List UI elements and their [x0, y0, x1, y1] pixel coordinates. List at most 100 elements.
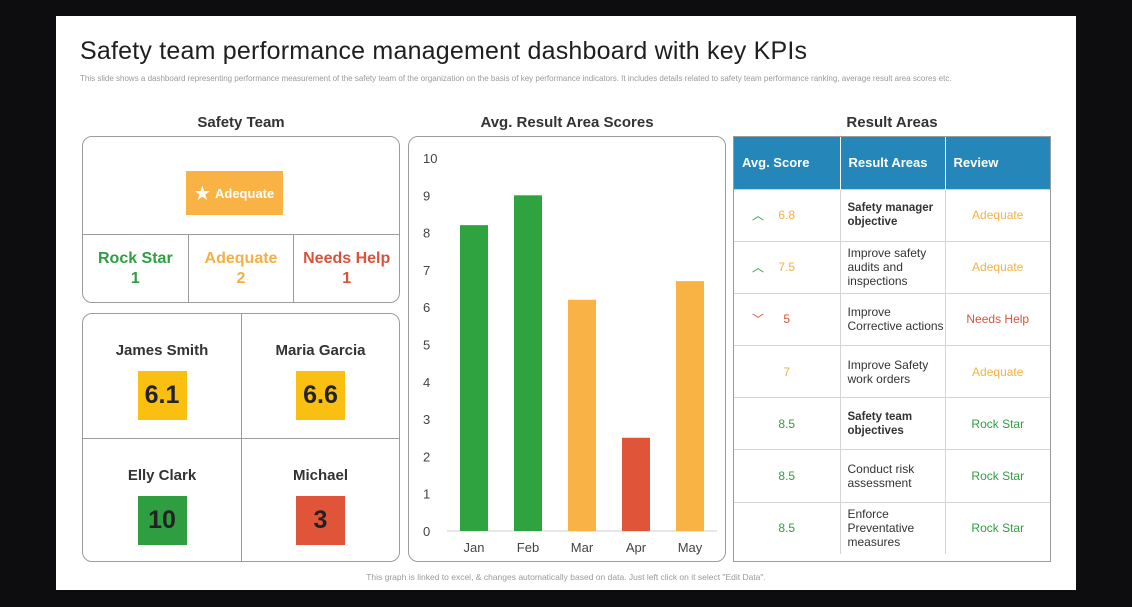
- page-subtitle: This slide shows a dashboard representin…: [80, 74, 952, 83]
- result-area-cell: Enforce Preventative measures: [839, 501, 945, 555]
- y-tick-label: 8: [423, 226, 430, 241]
- trend-up-icon: ︿: [752, 208, 765, 223]
- rating-category-label: Needs Help: [303, 250, 391, 267]
- avg-score-value: 6.8: [778, 208, 796, 223]
- avg-score-cell: 8.5: [734, 397, 840, 450]
- result-area-cell: Improve Corrective actions: [839, 292, 945, 346]
- bar-jan: [460, 225, 488, 531]
- y-tick-label: 7: [423, 263, 430, 278]
- member-name: James Smith: [115, 342, 209, 359]
- y-tick-label: 5: [423, 338, 430, 353]
- rating-category-count: 2: [236, 270, 246, 287]
- team-summary-card: ★ Adequate Rock Star 1 Adequate 2 Needs Help…: [82, 136, 400, 303]
- table-row: ︿ 6.8 Safety manager objective Adequate: [734, 188, 1050, 242]
- avg-score-cell: ︿ 6.8: [734, 188, 840, 242]
- table-row: ︿ 7.5 Improve safety audits and inspection…: [734, 240, 1050, 294]
- section-title-safety-team: Safety Team: [197, 114, 285, 131]
- y-tick-label: 2: [423, 449, 430, 464]
- slide: Safety team performance management dashb…: [56, 16, 1076, 590]
- avg-score-cell: 7: [734, 345, 840, 398]
- rating-category-count: 1: [342, 270, 352, 287]
- y-tick-label: 0: [423, 524, 430, 539]
- review-cell: Rock Star: [944, 501, 1050, 555]
- rating-category: Rock Star 1: [83, 235, 188, 302]
- result-areas-table: Avg. Score Result Areas Review ︿ 6.8 Safety …: [733, 136, 1051, 562]
- x-tick-label: Jan: [464, 540, 485, 555]
- avg-score-cell: 8.5: [734, 449, 840, 503]
- table-row: ﹀ 5 Improve Corrective actions Needs Help: [734, 292, 1050, 346]
- avg-score-value: 8.5: [778, 416, 796, 431]
- member-name: Maria Garcia: [275, 342, 366, 359]
- table-header-row: Avg. Score Result Areas Review: [734, 137, 1050, 189]
- avg-score-cell: 8.5: [734, 501, 840, 555]
- bar-mar: [568, 299, 596, 531]
- trend-down-icon: ﹀: [752, 312, 765, 327]
- review-cell: Rock Star: [944, 449, 1050, 503]
- result-area-cell: Improve Safety work orders: [839, 345, 945, 398]
- avg-score-value: 8.5: [778, 521, 796, 536]
- table-row: 8.5 Enforce Preventative measures Rock Sta…: [734, 501, 1050, 555]
- member-name: Elly Clark: [127, 466, 197, 484]
- rating-category-label: Rock Star: [97, 250, 173, 267]
- avg-score-cell: ﹀ 5: [734, 292, 840, 346]
- review-cell: Rock Star: [944, 397, 1050, 450]
- y-tick-label: 9: [423, 188, 430, 203]
- avg-score-cell: ︿ 7.5: [734, 240, 840, 294]
- member-score-tile: 3: [296, 495, 345, 545]
- table-row: 7 Improve Safety work orders Adequate: [734, 345, 1050, 398]
- rating-category-label: Adequate: [204, 250, 278, 267]
- bar-may: [676, 281, 704, 531]
- avg-score-value: 5: [783, 312, 791, 327]
- overall-rating-badge: ★ Adequate: [186, 171, 283, 215]
- section-title-avg-scores: Avg. Result Area Scores: [480, 114, 654, 131]
- result-area-cell: Conduct risk assessment: [839, 449, 945, 503]
- star-icon: ★: [194, 183, 210, 203]
- rating-category-count: 1: [130, 270, 140, 287]
- review-cell: Needs Help: [944, 292, 1050, 346]
- result-area-cell: Safety manager objective: [839, 188, 945, 242]
- table-row: 8.5 Safety team objectives Rock Star: [734, 397, 1050, 450]
- y-tick-label: 4: [423, 375, 430, 390]
- bar-feb: [514, 195, 542, 532]
- x-tick-label: Apr: [626, 540, 647, 555]
- y-tick-label: 6: [423, 300, 430, 315]
- avg-score-value: 7: [783, 364, 791, 379]
- x-tick-label: May: [678, 540, 703, 555]
- avg-score-value: 8.5: [778, 469, 796, 484]
- team-member-card: James Smith 6.1: [83, 314, 241, 438]
- member-score-tile: 6.6: [296, 371, 345, 420]
- table-header-cell: Review: [944, 137, 1050, 189]
- y-tick-label: 10: [423, 151, 437, 166]
- x-tick-label: Feb: [517, 540, 539, 555]
- footer-note: This graph is linked to excel, & changes…: [366, 572, 766, 582]
- section-title-result-areas: Result Areas: [846, 114, 938, 131]
- rating-category-row: Rock Star 1 Adequate 2 Needs Help 1: [83, 234, 399, 302]
- page-title: Safety team performance management dashb…: [80, 37, 808, 65]
- review-cell: Adequate: [944, 345, 1050, 398]
- member-score-tile: 6.1: [137, 371, 187, 420]
- table-row: 8.5 Conduct risk assessment Rock Star: [734, 449, 1050, 503]
- overall-rating-label: Adequate: [215, 185, 275, 201]
- member-name: Michael: [292, 466, 349, 484]
- table-header-cell: Avg. Score: [734, 137, 840, 189]
- review-cell: Adequate: [944, 240, 1050, 294]
- member-score-tile: 10: [137, 495, 187, 545]
- team-member-card: Maria Garcia 6.6: [241, 314, 399, 438]
- team-member-card: Michael 3: [241, 437, 399, 561]
- result-area-cell: Safety team objectives: [839, 397, 945, 450]
- rating-category: Needs Help 1: [293, 235, 399, 302]
- team-members-grid: James Smith 6.1 Maria Garcia 6.6 Elly Clark 1…: [82, 313, 400, 562]
- avg-score-value: 7.5: [778, 260, 796, 275]
- rating-category: Adequate 2: [187, 235, 294, 302]
- y-tick-label: 3: [423, 412, 430, 427]
- team-member-card: Elly Clark 10: [83, 437, 241, 562]
- y-tick-label: 1: [423, 487, 430, 502]
- avg-scores-chart: 0 1 2 3 4 5 6 7 8 9 10 Jan Feb Mar Apr May: [408, 136, 726, 562]
- table-header-cell: Result Areas: [839, 137, 945, 189]
- result-area-cell: Improve safety audits and inspections: [839, 240, 945, 294]
- review-cell: Adequate: [944, 188, 1050, 242]
- bar-chart-svg: 0 1 2 3 4 5 6 7 8 9 10 Jan Feb Mar Apr May: [423, 151, 717, 555]
- trend-up-icon: ︿: [752, 260, 765, 275]
- bar-apr: [622, 437, 650, 531]
- x-tick-label: Mar: [571, 540, 594, 555]
